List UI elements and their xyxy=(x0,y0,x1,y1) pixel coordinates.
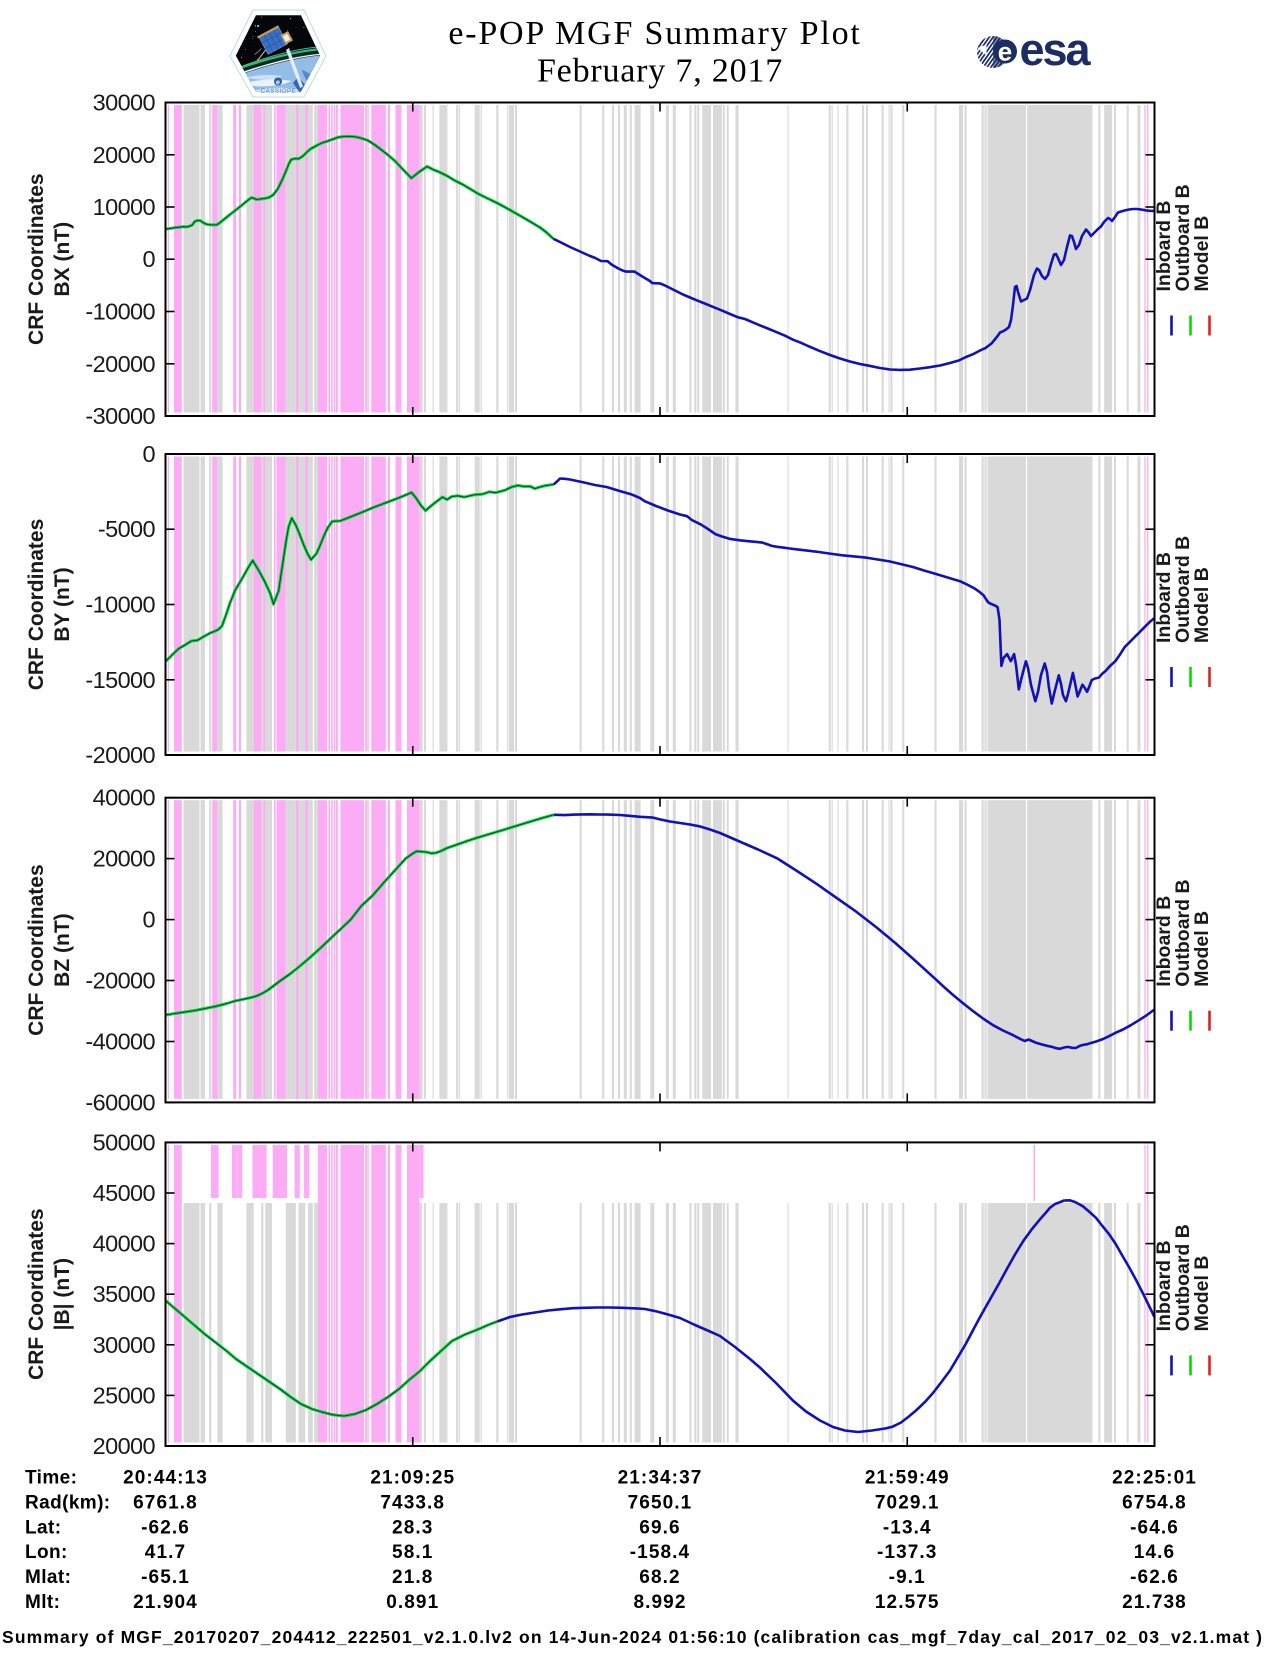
svg-text:14.6: 14.6 xyxy=(1134,1542,1175,1563)
svg-text:|B| (nT): |B| (nT) xyxy=(51,1258,74,1330)
svg-text:-158.4: -158.4 xyxy=(630,1542,690,1563)
svg-text:Lon:: Lon: xyxy=(25,1542,68,1563)
svg-text:-65.1: -65.1 xyxy=(141,1567,190,1588)
svg-text:10000: 10000 xyxy=(93,194,156,220)
svg-text:CASSIOPE: CASSIOPE xyxy=(261,88,297,95)
svg-text:-62.6: -62.6 xyxy=(141,1517,190,1538)
svg-text:40000: 40000 xyxy=(93,785,156,811)
svg-text:-137.3: -137.3 xyxy=(877,1542,937,1563)
svg-text:e-POP MGF Summary Plot: e-POP MGF Summary Plot xyxy=(448,15,861,52)
svg-text:7433.8: 7433.8 xyxy=(380,1492,445,1513)
svg-text:30000: 30000 xyxy=(93,1332,156,1358)
svg-text:-20000: -20000 xyxy=(85,742,155,768)
svg-text:25000: 25000 xyxy=(93,1382,156,1408)
svg-text:28.3: 28.3 xyxy=(392,1517,433,1538)
svg-text:Mlat:: Mlat: xyxy=(25,1567,71,1588)
svg-text:CRF Coordinates: CRF Coordinates xyxy=(25,864,48,1036)
svg-text:0: 0 xyxy=(143,441,156,467)
svg-text:CRF Coordinates: CRF Coordinates xyxy=(25,173,48,345)
svg-text:-64.6: -64.6 xyxy=(1130,1517,1179,1538)
svg-text:-40000: -40000 xyxy=(85,1029,155,1055)
svg-text:-60000: -60000 xyxy=(85,1089,155,1115)
svg-text:BX (nT): BX (nT) xyxy=(51,222,74,297)
svg-text:21.8: 21.8 xyxy=(392,1567,433,1588)
svg-text:45000: 45000 xyxy=(93,1180,156,1206)
svg-text:20000: 20000 xyxy=(93,1433,156,1459)
svg-text:20000: 20000 xyxy=(93,142,156,168)
svg-text:21:09:25: 21:09:25 xyxy=(370,1468,455,1489)
svg-text:esa: esa xyxy=(1020,24,1092,75)
svg-text:-5000: -5000 xyxy=(98,516,156,542)
svg-text:7029.1: 7029.1 xyxy=(875,1492,940,1513)
svg-text:6761.8: 6761.8 xyxy=(133,1492,198,1513)
svg-text:CRF Coordinates: CRF Coordinates xyxy=(25,1208,48,1380)
svg-text:68.2: 68.2 xyxy=(639,1567,680,1588)
svg-text:Model B: Model B xyxy=(1191,567,1213,643)
svg-text:-10000: -10000 xyxy=(85,592,155,618)
svg-text:Summary of MGF_20170207_204412: Summary of MGF_20170207_204412_222501_v2… xyxy=(2,1627,1262,1647)
svg-text:21:59:49: 21:59:49 xyxy=(865,1468,950,1489)
svg-text:30000: 30000 xyxy=(93,90,156,116)
svg-text:7650.1: 7650.1 xyxy=(628,1492,693,1513)
svg-text:8.992: 8.992 xyxy=(633,1592,686,1613)
svg-text:58.1: 58.1 xyxy=(392,1542,433,1563)
svg-text:BY (nT): BY (nT) xyxy=(51,567,74,641)
svg-text:Time:: Time: xyxy=(25,1468,77,1489)
svg-text:-30000: -30000 xyxy=(85,403,155,429)
svg-text:50000: 50000 xyxy=(93,1129,156,1155)
svg-text:35000: 35000 xyxy=(93,1281,156,1307)
svg-text:e: e xyxy=(998,37,1012,67)
svg-text:21.904: 21.904 xyxy=(133,1592,198,1613)
svg-text:-62.6: -62.6 xyxy=(1130,1567,1179,1588)
svg-text:22:25:01: 22:25:01 xyxy=(1112,1468,1197,1489)
svg-text:Model B: Model B xyxy=(1191,1256,1213,1332)
svg-text:-9.1: -9.1 xyxy=(889,1567,926,1588)
svg-text:Model B: Model B xyxy=(1191,911,1213,987)
svg-text:6754.8: 6754.8 xyxy=(1122,1492,1187,1513)
svg-text:-10000: -10000 xyxy=(85,299,155,325)
svg-text:0: 0 xyxy=(143,246,156,272)
svg-text:20:44:13: 20:44:13 xyxy=(123,1468,208,1489)
svg-text:-15000: -15000 xyxy=(85,667,155,693)
svg-text:February 7, 2017: February 7, 2017 xyxy=(537,53,783,90)
svg-text:CRF Coordinates: CRF Coordinates xyxy=(25,519,48,691)
svg-text:-20000: -20000 xyxy=(85,351,155,377)
svg-text:0.891: 0.891 xyxy=(386,1592,439,1613)
svg-text:0: 0 xyxy=(143,907,156,933)
svg-text:41.7: 41.7 xyxy=(145,1542,186,1563)
svg-text:Mlt:: Mlt: xyxy=(25,1592,60,1613)
svg-text:e: e xyxy=(276,77,280,86)
svg-text:-20000: -20000 xyxy=(85,968,155,994)
svg-text:-13.4: -13.4 xyxy=(883,1517,932,1538)
svg-text:20000: 20000 xyxy=(93,846,156,872)
svg-text:21.738: 21.738 xyxy=(1122,1592,1187,1613)
svg-text:BZ (nT): BZ (nT) xyxy=(51,913,74,986)
svg-text:Rad(km):: Rad(km): xyxy=(25,1492,111,1513)
svg-text:12.575: 12.575 xyxy=(875,1592,940,1613)
svg-text:Model B: Model B xyxy=(1191,216,1213,292)
svg-text:Lat:: Lat: xyxy=(25,1517,61,1538)
svg-text:40000: 40000 xyxy=(93,1231,156,1257)
svg-text:21:34:37: 21:34:37 xyxy=(618,1468,703,1489)
svg-text:69.6: 69.6 xyxy=(639,1517,680,1538)
